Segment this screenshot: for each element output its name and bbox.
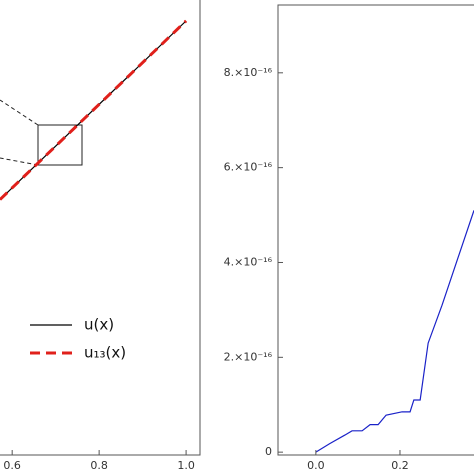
y-tick-label: 8.×10⁻¹⁶ [224, 66, 273, 79]
zoom-connector [0, 99, 39, 126]
x-tick-label: 0.2 [391, 459, 409, 472]
legend-label: u(x) [84, 316, 114, 334]
y-tick-label: 2.×10⁻¹⁶ [224, 350, 273, 363]
right-frame [277, 4, 474, 456]
x-tick-label: 0.8 [90, 459, 108, 472]
legend-label: u₁₃(x) [84, 344, 126, 362]
y-tick-label: 0 [265, 445, 272, 458]
y-tick-label: 6.×10⁻¹⁶ [224, 161, 273, 174]
series-line [0, 19, 188, 201]
left-frame [0, 0, 201, 456]
left-plot [0, 19, 188, 201]
zoom-box [37, 124, 83, 166]
x-tick-label: 1.0 [177, 459, 195, 472]
x-tick-label: 0.0 [307, 459, 325, 472]
y-tick-label: 4.×10⁻¹⁶ [224, 255, 273, 268]
axes: 0.6 0.8 1.0 u(x) u₁₃(x) 0.0 0.2 0 2.×10⁻¹⁶ 4.×10⁻… [3, 66, 408, 472]
series-line [315, 210, 474, 453]
x-tick-label: 0.6 [3, 459, 21, 472]
right-plot [315, 210, 474, 453]
zoom-connector [0, 157, 39, 166]
